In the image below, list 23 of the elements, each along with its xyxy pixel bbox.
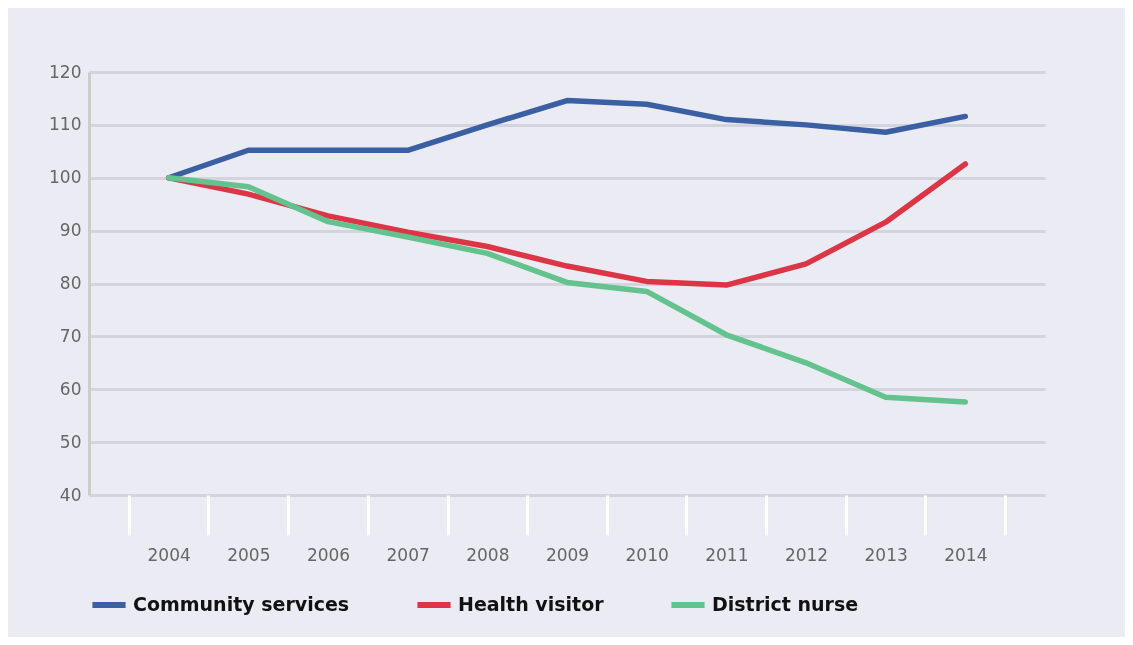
- x-tick-label: 2008: [466, 544, 510, 565]
- x-tick-label: 2010: [625, 544, 669, 565]
- y-tick-label: 40: [59, 484, 82, 505]
- x-tick-label: 2013: [864, 544, 908, 565]
- y-tick-label: 60: [59, 378, 82, 399]
- y-tick-label: 110: [49, 114, 82, 135]
- y-tick-label: 50: [59, 431, 82, 452]
- legend-label: Health visitor: [458, 593, 605, 615]
- legend-label: District nurse: [712, 593, 859, 615]
- x-tick-label: 2009: [545, 544, 590, 565]
- x-tick-label: 2006: [306, 544, 351, 565]
- y-tick-label: 120: [49, 61, 82, 82]
- y-tick-label: 70: [59, 325, 82, 346]
- x-tick-label: 2012: [784, 544, 829, 565]
- y-tick-label: 90: [59, 220, 82, 241]
- legend-label: Community services: [133, 593, 350, 615]
- x-tick-label: 2011: [705, 544, 749, 565]
- x-tick-label: 2005: [227, 544, 271, 565]
- y-tick-label: 80: [59, 273, 82, 293]
- x-tick-label: 2007: [386, 544, 430, 565]
- y-tick-label: 100: [49, 167, 82, 188]
- x-tick-label: 2004: [147, 544, 191, 565]
- x-tick-label: 2014: [944, 544, 988, 565]
